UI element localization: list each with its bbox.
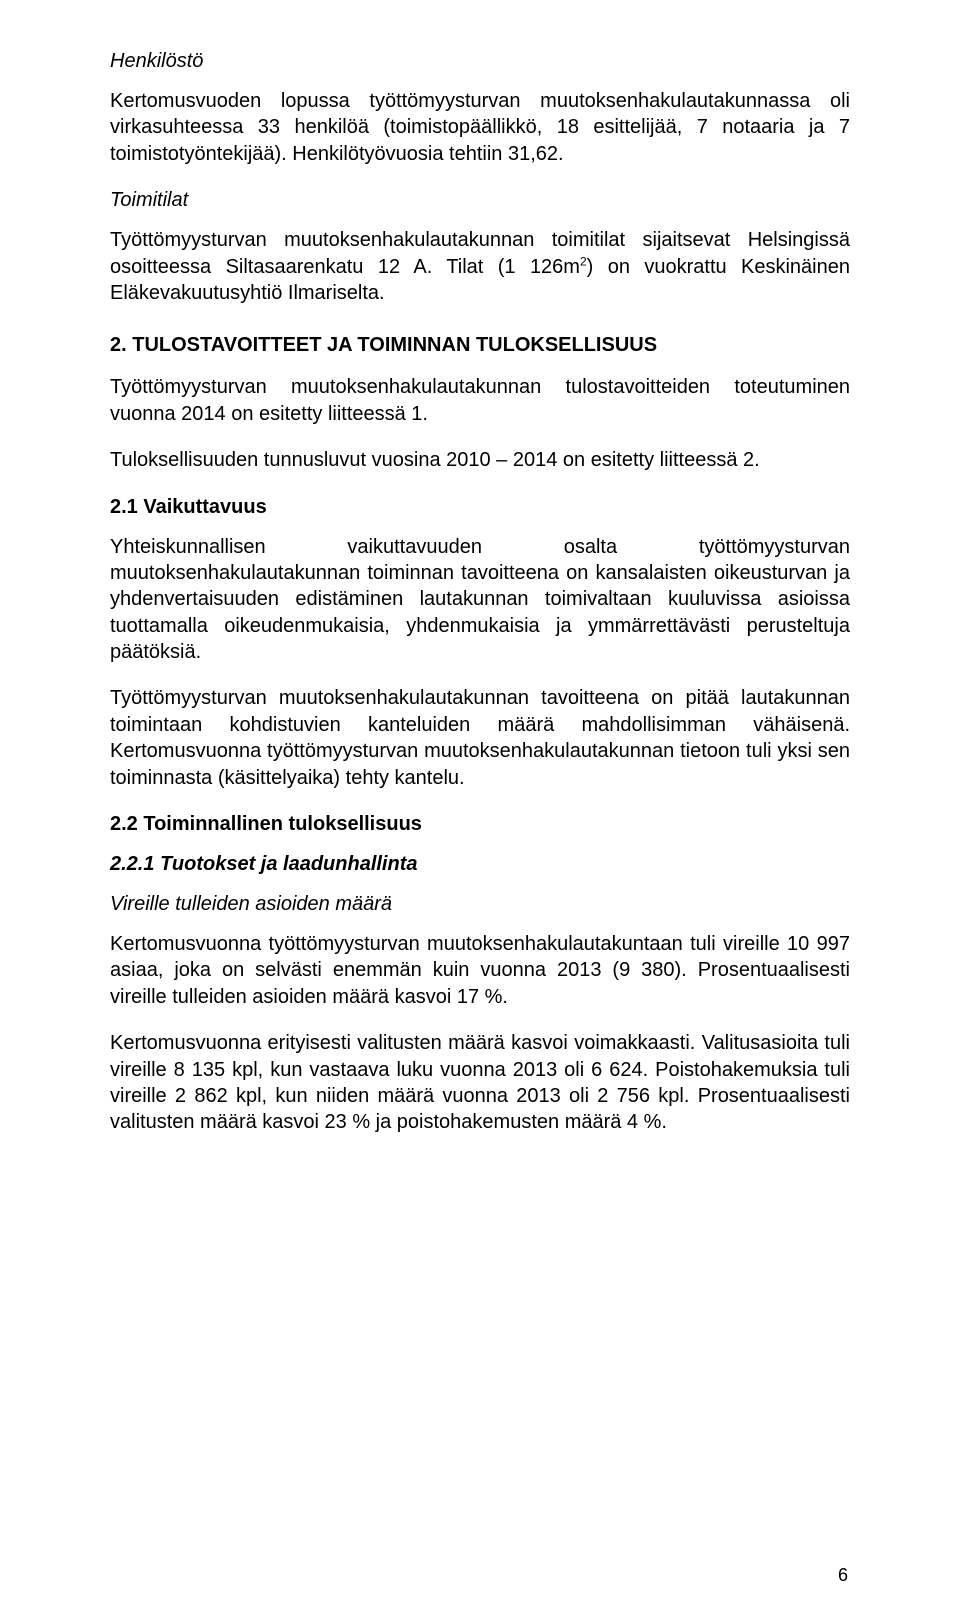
superscript: 2	[580, 254, 587, 268]
paragraph: Tuloksellisuuden tunnusluvut vuosina 201…	[110, 447, 850, 473]
heading-vireille-tulleiden: Vireille tulleiden asioiden määrä	[110, 891, 850, 917]
document-page: Henkilöstö Kertomusvuoden lopussa työttö…	[0, 0, 960, 1622]
page-number: 6	[838, 1565, 848, 1586]
paragraph: Työttömyysturvan muutoksenhakulautakunna…	[110, 374, 850, 427]
heading-vaikuttavuus: 2.1 Vaikuttavuus	[110, 494, 850, 520]
heading-toimitilat: Toimitilat	[110, 187, 850, 213]
paragraph: Kertomusvuonna työttömyysturvan muutokse…	[110, 931, 850, 1010]
heading-tulostavoitteet: 2. TULOSTAVOITTEET JA TOIMINNAN TULOKSEL…	[110, 332, 850, 358]
paragraph: Kertomusvuoden lopussa työttömyysturvan …	[110, 88, 850, 167]
paragraph: Yhteiskunnallisen vaikuttavuuden osalta …	[110, 534, 850, 666]
heading-toiminnallinen-tuloksellisuus: 2.2 Toiminnallinen tuloksellisuus	[110, 811, 850, 837]
paragraph: Työttömyysturvan muutoksenhakulautakunna…	[110, 227, 850, 306]
paragraph: Kertomusvuonna erityisesti valitusten mä…	[110, 1030, 850, 1136]
paragraph: Työttömyysturvan muutoksenhakulautakunna…	[110, 685, 850, 791]
heading-tuotokset-laadunhallinta: 2.2.1 Tuotokset ja laadunhallinta	[110, 851, 850, 877]
heading-henkilosto: Henkilöstö	[110, 48, 850, 74]
